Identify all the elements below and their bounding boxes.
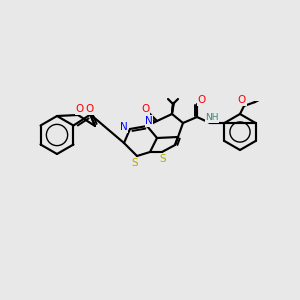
Text: N: N: [145, 116, 153, 126]
Text: O: O: [141, 104, 149, 114]
Text: S: S: [132, 158, 138, 168]
Text: O: O: [198, 95, 206, 105]
Text: O: O: [76, 104, 84, 114]
Text: N: N: [120, 122, 128, 132]
Text: O: O: [238, 95, 246, 105]
Text: S: S: [160, 154, 166, 164]
Text: O: O: [85, 104, 93, 114]
Text: methoxy: methoxy: [249, 95, 279, 101]
Text: NH: NH: [205, 113, 219, 122]
